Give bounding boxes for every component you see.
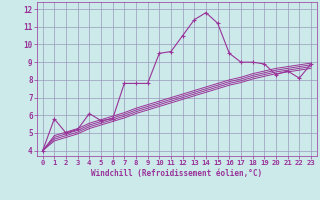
X-axis label: Windchill (Refroidissement éolien,°C): Windchill (Refroidissement éolien,°C) [91, 169, 262, 178]
